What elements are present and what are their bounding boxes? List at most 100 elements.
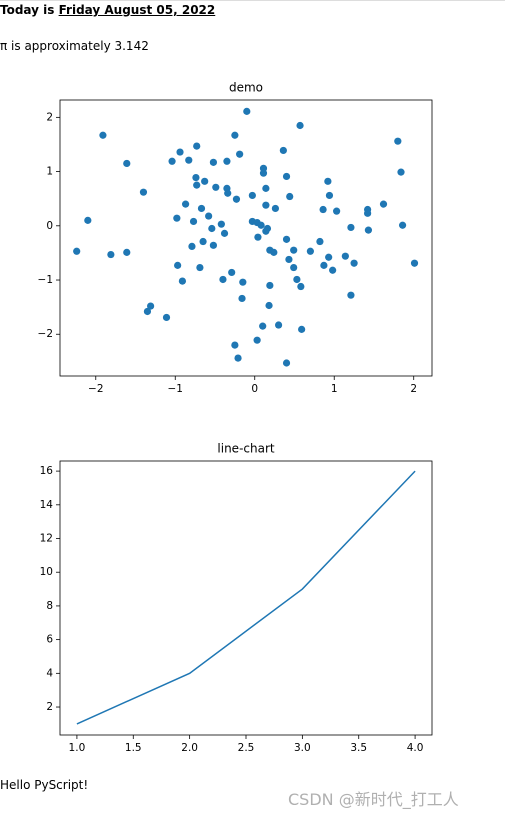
scatter-point: [239, 278, 247, 286]
scatter-point: [298, 325, 306, 333]
y-tick-label: 12: [40, 533, 53, 545]
scatter-point: [147, 302, 155, 310]
scatter-point: [270, 248, 278, 256]
scatter-point: [178, 277, 187, 285]
scatter-point: [293, 275, 301, 284]
scatter-point: [173, 214, 181, 222]
y-tick-label: 6: [46, 634, 53, 646]
line: [76, 470, 416, 725]
scatter-point: [316, 237, 324, 246]
scatter-point: [232, 195, 241, 203]
x-tick-label: 2.5: [238, 742, 255, 754]
scatter-point: [209, 241, 218, 249]
scatter-point: [224, 189, 232, 197]
scatter-point: [243, 107, 251, 115]
scatter-point: [271, 204, 280, 213]
scatter-point: [266, 281, 274, 290]
y-tick-label: 10: [40, 566, 53, 578]
scatter-point: [262, 184, 270, 192]
scatter-point: [193, 181, 201, 189]
scatter-point: [181, 200, 190, 208]
y-tick-label: 1: [46, 166, 53, 178]
scatter-point: [410, 259, 419, 267]
scatter-point: [364, 209, 372, 217]
x-tick-label: 3.0: [294, 742, 311, 754]
scatter-point: [379, 200, 388, 208]
chart-title: line-chart: [217, 442, 274, 456]
scatter-point: [228, 268, 236, 277]
scatter-point: [259, 322, 267, 330]
scatter-point: [197, 204, 206, 213]
y-tick-label: −1: [38, 274, 53, 286]
scatter-point: [290, 263, 298, 272]
scatter-point: [274, 321, 283, 329]
y-tick-label: 8: [46, 600, 53, 612]
scatter-point: [253, 336, 261, 344]
scatter-point: [139, 188, 148, 196]
scatter-point: [248, 191, 256, 200]
scatter-point: [397, 168, 405, 176]
date: Friday August 05, 2022: [58, 3, 216, 17]
scatter-point: [398, 221, 407, 229]
scatter-point: [350, 259, 358, 267]
x-tick-label: 3.5: [350, 742, 367, 754]
divider: [0, 0, 505, 1]
scatter-point: [205, 212, 213, 220]
x-tick-label: −2: [88, 383, 103, 395]
scatter-point: [231, 341, 239, 349]
scatter-point: [341, 252, 349, 260]
scatter-point: [279, 146, 287, 155]
scatter-point: [259, 169, 268, 177]
scatter-point: [176, 148, 184, 156]
scatter-point: [196, 263, 204, 272]
scatter-point: [199, 237, 207, 246]
scatter-point: [238, 294, 246, 303]
scatter-point: [192, 173, 200, 182]
scatter-point: [162, 313, 171, 322]
scatter-point: [185, 156, 193, 164]
scatter-point: [217, 220, 225, 228]
axes-frame: [59, 99, 433, 377]
scatter-point: [234, 354, 242, 362]
x-tick-label: 1.0: [69, 742, 86, 754]
y-tick-label: −2: [38, 328, 53, 340]
scatter-point: [254, 233, 262, 241]
date-line: Today is Friday August 05, 2022: [0, 3, 215, 17]
y-tick-label: 4: [46, 667, 53, 679]
scatter-point: [208, 224, 216, 233]
scatter-point: [189, 217, 198, 226]
scatter-point: [306, 247, 314, 255]
scatter-point: [394, 137, 402, 145]
scatter-point: [123, 248, 131, 256]
pi-text: π is approximately 3.142: [0, 39, 149, 53]
x-tick-label: 2: [410, 383, 417, 395]
axes-frame: [59, 460, 433, 736]
scatter-point: [73, 247, 81, 255]
scatter-point: [286, 192, 294, 201]
scatter-point: [188, 242, 196, 251]
scatter-point: [265, 301, 273, 310]
scatter-point: [212, 183, 220, 191]
scatter-point: [107, 250, 115, 259]
y-tick-label: 0: [46, 220, 53, 232]
y-tick-label: 14: [40, 499, 54, 511]
scatter-point: [324, 177, 332, 185]
scatter-point: [257, 221, 265, 229]
scatter-point: [174, 261, 182, 269]
scatter-point: [223, 157, 231, 165]
scatter-point: [193, 142, 201, 150]
scatter-point: [282, 359, 291, 367]
scatter-point: [319, 205, 327, 214]
scatter-point: [201, 177, 209, 185]
scatter-point: [143, 307, 152, 316]
today-label: Today is: [0, 3, 55, 17]
scatter-point: [364, 226, 373, 234]
x-tick-label: 2.0: [181, 742, 198, 754]
scatter-point: [231, 131, 239, 139]
scatter-point: [320, 261, 328, 269]
footer-text: Hello PyScript!: [0, 778, 89, 792]
scatter-point: [84, 216, 92, 224]
scatter-point: [168, 157, 176, 165]
scatter-point: [263, 224, 272, 233]
scatter-point: [209, 158, 218, 166]
